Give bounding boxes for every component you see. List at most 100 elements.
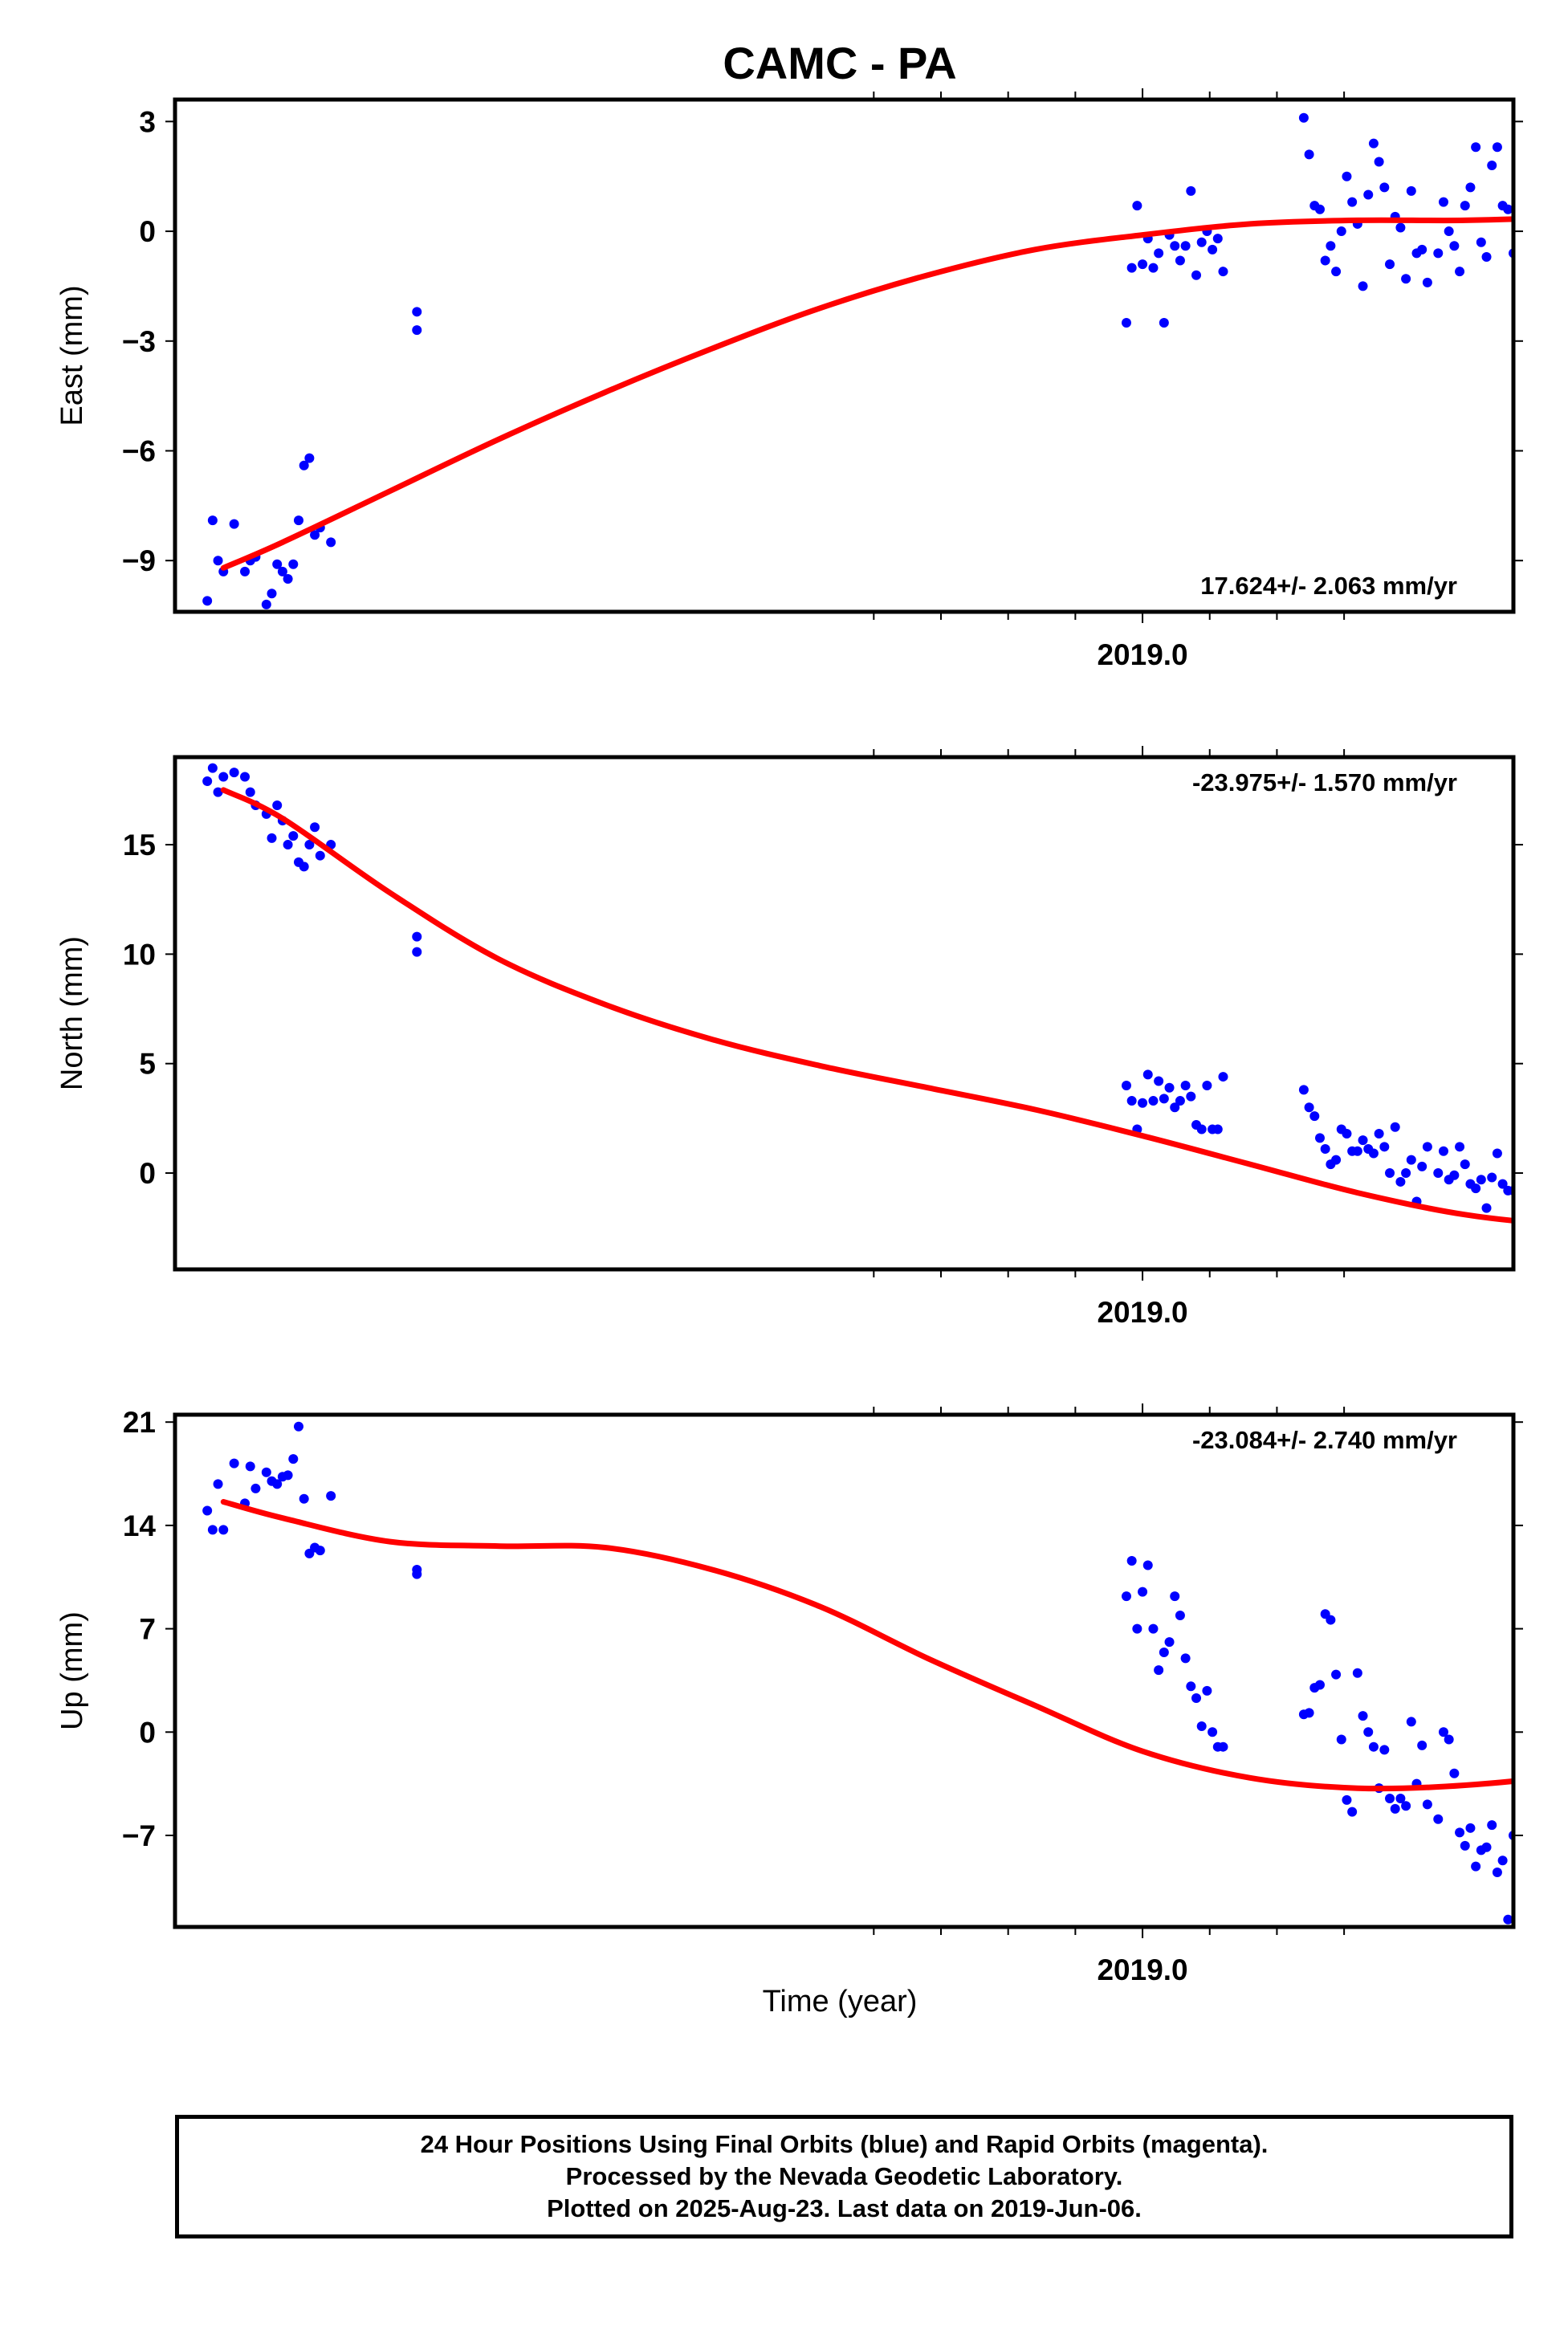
up-data-point [412,1565,422,1575]
east-data-point [310,530,320,540]
north-data-point [1417,1161,1427,1171]
up-data-point [245,1461,255,1472]
north-data-point [1159,1094,1169,1104]
east-data-point [1326,241,1336,251]
north-data-point [1455,1142,1465,1152]
east-ytick-label: −6 [122,434,156,467]
north-data-point [1218,1072,1228,1082]
east-data-point [1170,241,1180,251]
north-ytick-label: 10 [123,938,156,971]
east-data-point [1148,263,1159,273]
east-data-point [1347,197,1358,207]
east-data-point [1546,285,1556,295]
north-data-point [1471,1183,1481,1194]
up-data-point [1175,1611,1185,1621]
up-data-point [1438,1727,1448,1737]
north-data-point [1196,1124,1207,1134]
up-data-point [1417,1740,1427,1750]
north-data-point [1433,1168,1444,1179]
east-points [202,112,1566,609]
north-data-point [412,947,422,957]
up-data-point [1208,1727,1218,1737]
east-data-point [1471,142,1481,153]
north-fit-curve [220,787,1513,1224]
east-data-point [283,573,293,584]
north-data-point [1126,1096,1137,1106]
up-data-point [1385,1794,1395,1804]
north-data-point [1379,1142,1390,1152]
east-data-point [1557,267,1566,276]
up-data-point [1406,1717,1416,1727]
east-ytick-label: −9 [122,544,156,577]
east-data-point [1541,193,1550,203]
north-plot-frame [173,755,1516,1272]
north-data-point [1525,1192,1534,1202]
east-data-point [412,325,422,336]
north-data-point [1138,1098,1148,1108]
up-data-point [1497,1855,1508,1866]
east-ylabel: East (mm) [55,285,89,426]
north-data-point [1546,1208,1556,1217]
north-data-point [1352,1146,1362,1156]
east-data-point [1492,142,1502,153]
north-data-point [1552,1216,1562,1226]
north-data-point [229,768,239,778]
north-data-point [1298,1085,1309,1095]
east-data-point [1336,226,1346,237]
north-data-point [1314,1133,1325,1143]
east-data-point [1406,185,1416,196]
east-data-point [1444,226,1454,237]
east-data-point [1385,259,1395,270]
north-data-point [1492,1148,1502,1159]
north-data-point [1406,1155,1416,1165]
north-panel: 15 10 5 0 2019.0 North (mm) -23.975+/- 1.570 m… [55,746,1562,1329]
up-data-point [1557,1801,1566,1811]
up-data-point [1142,1560,1153,1570]
up-data-point [1503,1914,1513,1925]
up-data-point [1541,1851,1550,1861]
north-data-point [1180,1080,1191,1090]
north-data-point [1148,1096,1159,1106]
up-data-point [1196,1721,1207,1731]
up-data-point [1154,1665,1164,1676]
north-data-point [1487,1172,1497,1183]
north-ytick-label: 0 [139,1157,156,1190]
up-data-point [1336,1734,1346,1745]
north-data-point [1142,1069,1153,1080]
up-data-point [1138,1587,1148,1597]
north-data-point [304,840,315,850]
east-data-point [1358,281,1368,291]
east-data-point [304,453,315,463]
east-data-point [1208,244,1218,255]
east-panel: 3 0 −3 −6 −9 2019.0 East (mm) 17.624+/- 2.063 m… [55,88,1566,671]
east-data-point [1379,182,1390,193]
north-xtick-label: 2019.0 [1097,1296,1187,1329]
north-data-point [412,931,422,942]
east-data-point [240,566,250,576]
east-data-point [1449,241,1460,251]
east-data-point [1503,204,1513,214]
north-data-point [1154,1076,1164,1086]
east-data-point [1191,270,1202,280]
north-data-point [1385,1168,1395,1179]
up-data-point [207,1525,218,1535]
east-rate-label: 17.624+/- 2.063 mm/yr [1200,572,1457,600]
up-data-point [1326,1615,1336,1625]
up-data-point [1342,1794,1352,1805]
north-data-point [1212,1124,1223,1134]
east-data-point [202,596,213,606]
north-data-point [1186,1091,1196,1102]
north-ytick-label: 15 [123,829,156,862]
footer-line-3: Plotted on 2025-Aug-23. Last data on 201… [547,2194,1142,2222]
up-data-point [1304,1708,1314,1718]
up-data-point [283,1470,293,1481]
north-data-point [1438,1146,1448,1156]
north-ylabel: North (mm) [55,936,89,1090]
up-data-point [250,1483,261,1493]
up-data-point [293,1421,303,1432]
east-ytick-label: 0 [139,215,156,248]
up-data-point [288,1454,299,1464]
north-points [202,763,1562,1226]
north-data-point [1164,1082,1175,1093]
